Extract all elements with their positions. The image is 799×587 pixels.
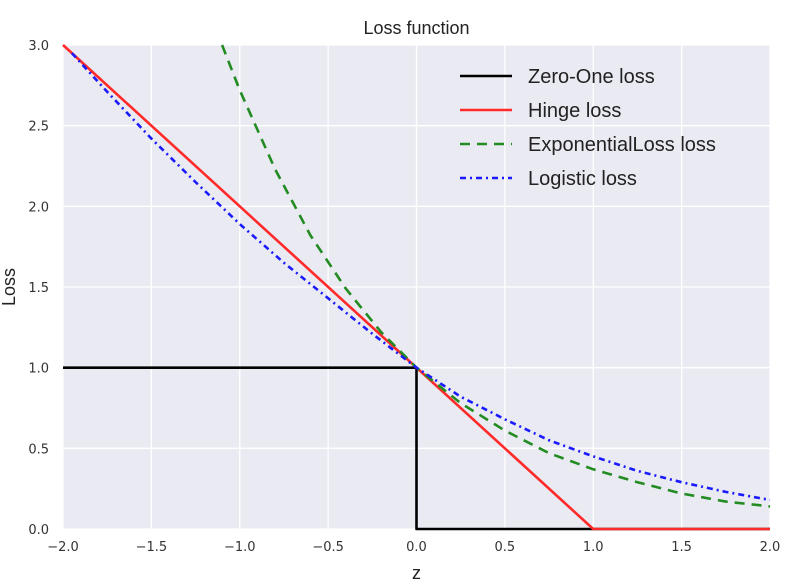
x-tick-label: 2.0 bbox=[760, 540, 781, 555]
y-axis-label: Loss bbox=[0, 268, 19, 306]
x-tick-label: 0.0 bbox=[406, 540, 427, 555]
legend: Zero-One loss Hinge loss ExponentialLoss l… bbox=[460, 66, 716, 190]
chart-title: Loss function bbox=[363, 18, 469, 38]
legend-label: Logistic loss bbox=[528, 168, 637, 190]
y-tick-label: 1.5 bbox=[28, 281, 49, 296]
x-tick-label: 0.5 bbox=[495, 540, 516, 555]
y-tick-label: 2.0 bbox=[28, 200, 49, 215]
x-tick-label: 1.0 bbox=[583, 540, 604, 555]
y-tick-label: 0.0 bbox=[28, 523, 49, 538]
x-tick-label: −2.0 bbox=[47, 540, 79, 555]
y-tick-label: 3.0 bbox=[28, 39, 49, 54]
y-tick-label: 2.5 bbox=[28, 120, 49, 135]
x-tick-label: −1.0 bbox=[224, 540, 256, 555]
y-tick-label: 0.5 bbox=[28, 442, 49, 457]
x-tick-label: −0.5 bbox=[312, 540, 344, 555]
series-line-logistic-loss bbox=[70, 52, 771, 502]
series-lines bbox=[62, 44, 771, 531]
y-tick-labels: 0.0 0.5 1.0 1.5 2.0 2.5 3.0 bbox=[28, 39, 49, 538]
x-tick-label: −1.5 bbox=[136, 540, 168, 555]
legend-label: ExponentialLoss loss bbox=[528, 134, 716, 156]
series-line-hinge-loss bbox=[62, 44, 770, 531]
x-tick-label: 1.5 bbox=[671, 540, 692, 555]
x-tick-labels: −2.0 −1.5 −1.0 −0.5 0.0 0.5 1.0 1.5 2.0 bbox=[47, 540, 780, 555]
legend-label: Hinge loss bbox=[528, 100, 621, 122]
y-tick-label: 1.0 bbox=[28, 362, 49, 377]
series-line-exponentialloss-loss bbox=[220, 44, 771, 508]
x-axis-label: z bbox=[412, 563, 421, 583]
legend-label: Zero-One loss bbox=[528, 66, 655, 88]
